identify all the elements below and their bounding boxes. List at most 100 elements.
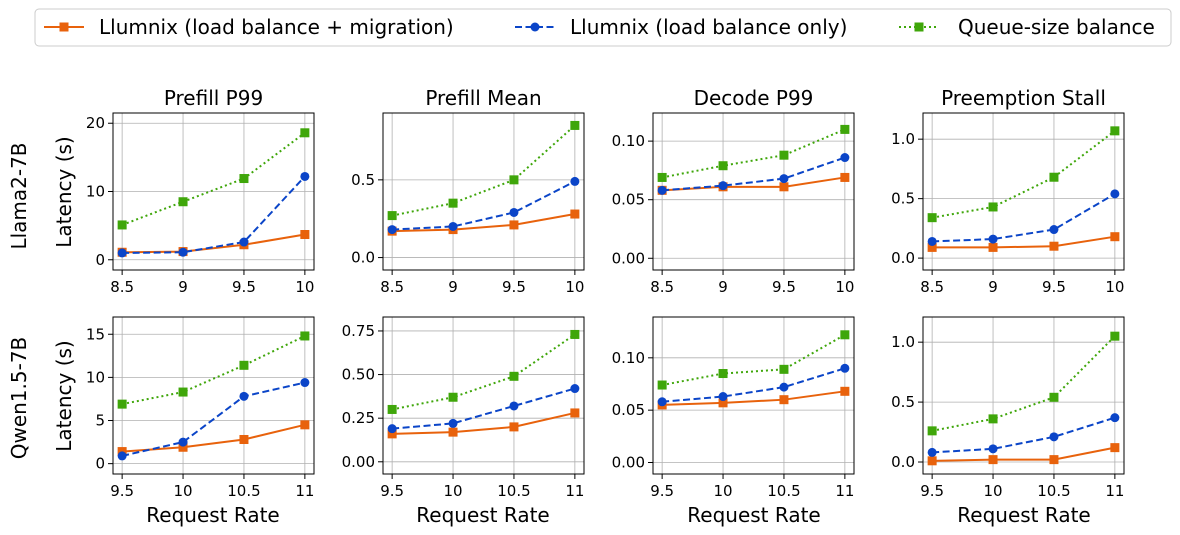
data-point: [840, 153, 850, 163]
data-point: [988, 414, 998, 424]
data-point: [1049, 225, 1059, 235]
series-llumnix-load-balance-migration: [657, 386, 850, 410]
data-point: [448, 198, 458, 208]
data-point: [300, 230, 310, 240]
data-point: [570, 329, 580, 339]
data-point: [927, 426, 937, 436]
data-point: [1110, 189, 1120, 199]
series-queue-size-balance: [387, 120, 580, 221]
x-tick-label: 10: [565, 278, 584, 296]
axes-frame: [382, 316, 585, 475]
x-tick-label: 8.5: [380, 278, 404, 296]
legend-marker-0: [59, 22, 69, 32]
series-line: [932, 416, 1116, 454]
x-tick-label: 9.5: [110, 482, 134, 500]
data-point: [988, 234, 998, 244]
series-line: [662, 156, 846, 192]
subplot-llama2-7b-4: 8.5 9 9.5 10 0.0 0.5 1.0 Preemption Stall: [891, 86, 1125, 296]
row-label-llama2: Llama2-7B: [7, 142, 31, 249]
legend-marker-2: [914, 22, 924, 32]
x-tick-label: 9.5: [1042, 278, 1066, 296]
axes-frame: [112, 316, 315, 475]
series-llumnix-load-balance-only: [657, 153, 850, 195]
series-line: [392, 180, 576, 231]
data-point: [1110, 413, 1120, 423]
data-point: [509, 422, 519, 432]
data-point: [239, 237, 249, 247]
x-tick-label: 8.5: [110, 278, 134, 296]
y-tick-label: 0.00: [612, 249, 645, 267]
data-point: [178, 442, 188, 452]
legend: Llumnix (load balance + migration) Llumn…: [34, 8, 1172, 47]
data-point: [718, 392, 728, 402]
data-point: [300, 420, 310, 430]
series-line: [122, 175, 306, 254]
y-tick-label: 10: [86, 368, 105, 386]
data-point: [840, 363, 850, 373]
data-point: [570, 408, 580, 418]
x-tick-label: 9: [178, 278, 188, 296]
x-tick-label: 9.5: [502, 278, 526, 296]
y-axis-label-top: Latency (s): [52, 136, 76, 247]
data-point: [988, 455, 998, 465]
subplot-grid: 8.5 9 9.5 10 0 10 20 Prefill P99 8.5 9 9.5 10 0.0 0.5…: [86, 86, 1125, 500]
y-tick-label: 0.0: [891, 249, 915, 267]
data-point: [117, 399, 127, 409]
x-tick-label: 9.5: [380, 482, 404, 500]
legend-swatch-2: [899, 22, 939, 32]
data-point: [570, 176, 580, 186]
series-llumnix-load-balance-migration: [927, 443, 1120, 466]
data-point: [1049, 432, 1059, 442]
series-line: [662, 390, 845, 406]
y-tick-label: 0.50: [342, 366, 375, 384]
data-point: [1049, 172, 1059, 182]
row-label-qwen: Qwen1.5-7B: [7, 337, 31, 460]
data-point: [117, 220, 127, 230]
series-line: [391, 124, 576, 217]
y-tick-label: 0.0: [351, 249, 375, 267]
x-axis-label-4: Request Rate: [957, 503, 1090, 527]
series-line: [122, 233, 306, 254]
series-llumnix-load-balance-only: [927, 413, 1120, 457]
data-point: [927, 213, 937, 223]
y-tick-label: 0.05: [612, 401, 645, 419]
subplot-qwen1-5-7b-4: 9.5 10 10.5 11 0.0 0.5 1.0: [891, 316, 1125, 500]
series-line: [662, 367, 846, 403]
series-line: [392, 411, 576, 435]
series-line: [661, 333, 846, 387]
x-axis-label-3: Request Rate: [687, 503, 820, 527]
data-point: [1110, 331, 1120, 341]
x-tick-label: 11: [1105, 482, 1124, 500]
axes-frame: [922, 112, 1125, 271]
x-axis-label-1: Request Rate: [146, 503, 279, 527]
y-tick-label: 0: [95, 455, 105, 473]
subplot-qwen1-5-7b-1: 9.5 10 10.5 11 0 5 10 15: [86, 316, 315, 500]
subplot-title: Preemption Stall: [941, 86, 1106, 110]
data-point: [178, 387, 188, 397]
y-tick-label: 0.10: [612, 349, 645, 367]
x-tick-label: 9: [718, 278, 728, 296]
data-point: [927, 447, 937, 457]
data-point: [657, 397, 667, 407]
series-line: [121, 131, 306, 226]
data-point: [1049, 392, 1059, 402]
data-point: [509, 175, 519, 185]
y-tick-label: 0.75: [342, 322, 375, 340]
series-line: [121, 381, 306, 457]
data-point: [387, 429, 397, 439]
subplot-llama2-7b-1: 8.5 9 9.5 10 0 10 20 Prefill P99: [86, 86, 315, 296]
subplot-llama2-7b-2: 8.5 9 9.5 10 0.0 0.5 Prefill Mean: [351, 86, 585, 296]
legend-label-migration: Llumnix (load balance + migration): [99, 15, 454, 39]
data-point: [840, 330, 850, 340]
data-point: [117, 451, 127, 461]
series-queue-size-balance: [387, 329, 580, 414]
legend-swatch-0: [44, 22, 84, 32]
x-tick-label: 10.5: [1037, 482, 1070, 500]
data-point: [509, 371, 519, 381]
subplot-title: Prefill P99: [164, 86, 263, 110]
series-queue-size-balance: [117, 128, 310, 230]
series-queue-size-balance: [117, 331, 310, 409]
y-tick-label: 1.0: [891, 333, 915, 351]
data-point: [988, 242, 998, 252]
series-llumnix-load-balance-only: [117, 171, 310, 258]
